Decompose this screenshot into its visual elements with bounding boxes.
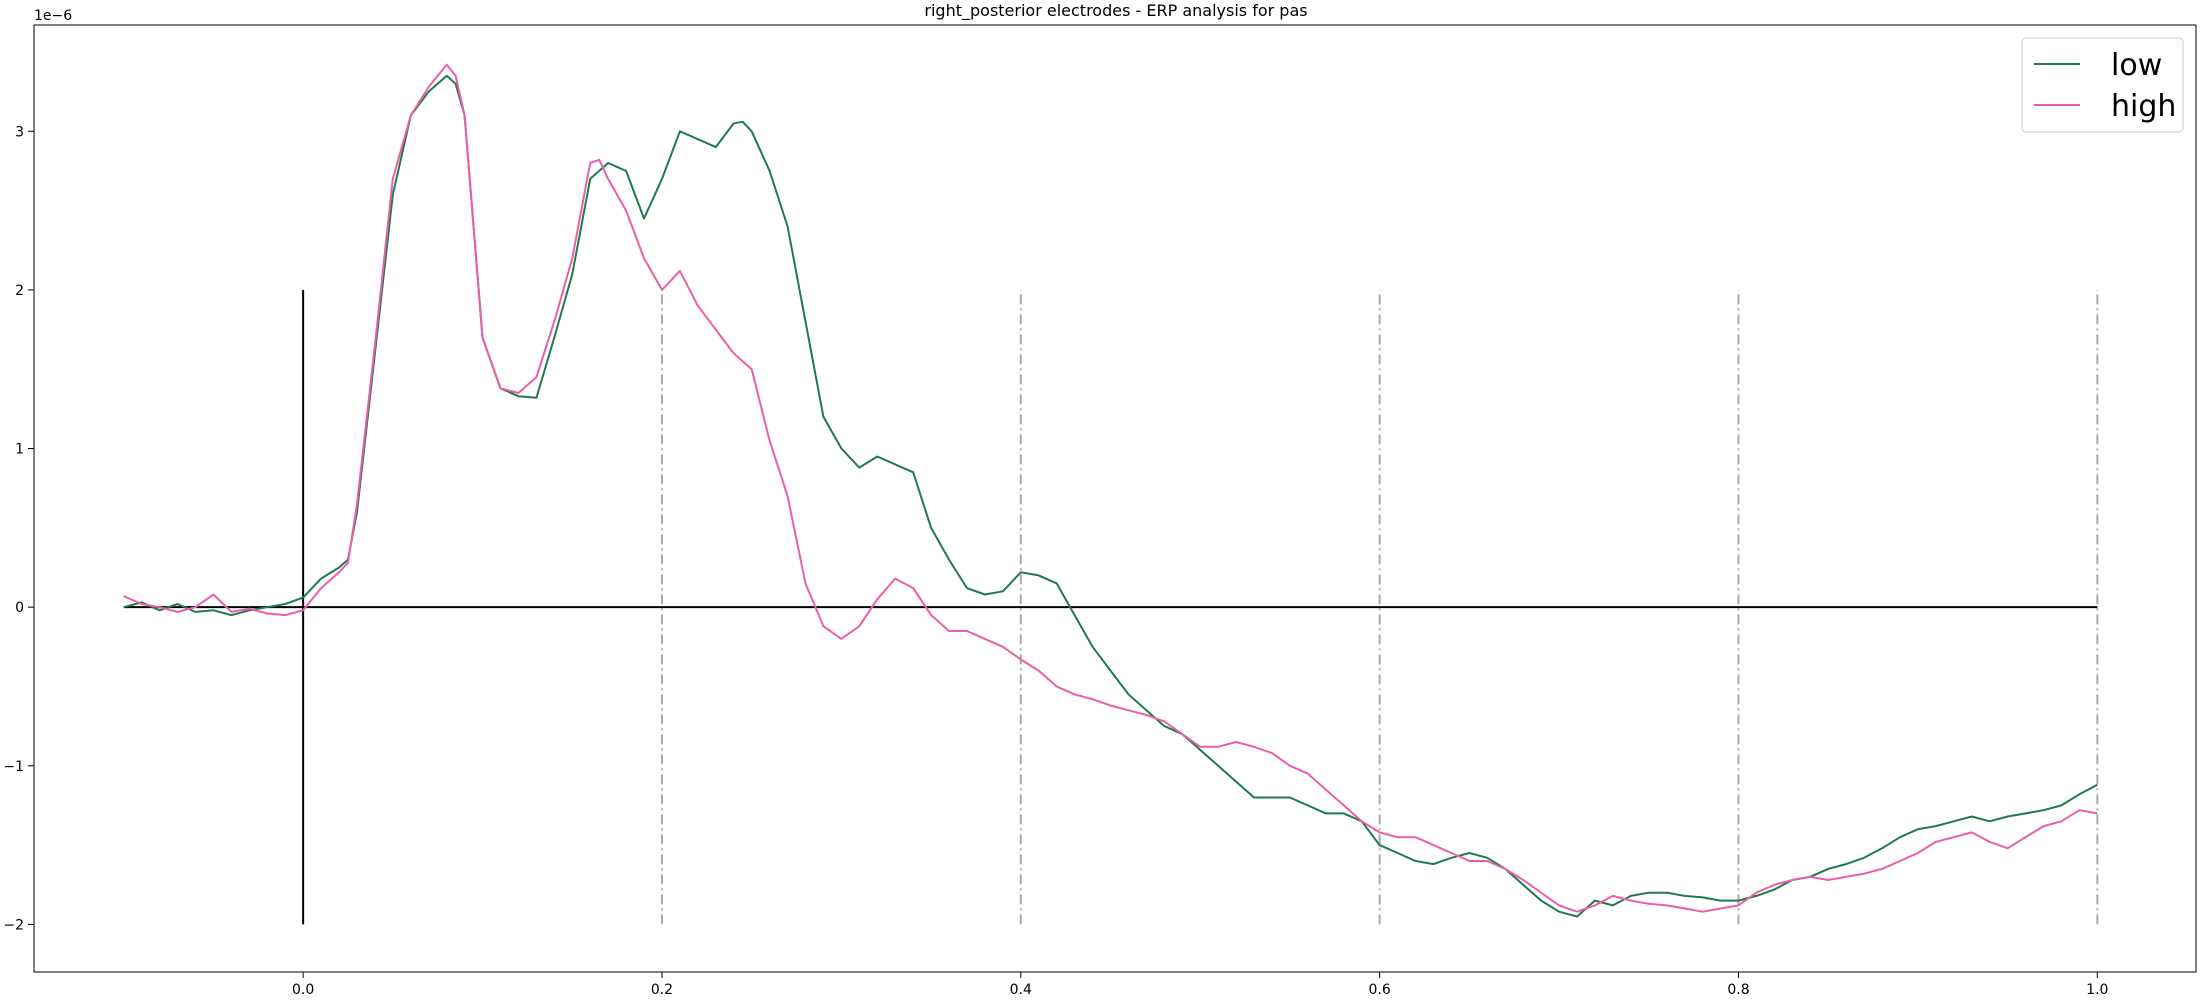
legend-label-low: low (2111, 48, 2162, 83)
chart-title: right_posterior electrodes - ERP analysi… (924, 1, 1307, 21)
x-tick-label: 1.0 (2086, 982, 2108, 998)
y-tick-label: −2 (3, 917, 24, 933)
y-tick-label: 0 (15, 600, 24, 616)
x-axis: 0.0 0.2 0.4 0.6 0.8 1.0 (292, 972, 2108, 998)
legend: low high (2021, 37, 2184, 133)
x-tick-label: 0.2 (651, 982, 673, 998)
plot-frame (33, 24, 2197, 973)
x-tick-label: 0.4 (1010, 982, 1032, 998)
y-tick-label: 3 (15, 124, 24, 140)
y-tick-label: 1 (15, 442, 24, 458)
legend-box (2021, 37, 2184, 133)
series-line-high (123, 63, 2098, 913)
y-axis: −2 −1 0 1 2 3 (3, 124, 34, 933)
legend-label-high: high (2111, 89, 2176, 124)
series-layer (123, 63, 2098, 918)
x-tick-label: 0.6 (1369, 982, 1391, 998)
y-tick-label: 2 (15, 283, 24, 299)
y-tick-label: −1 (3, 759, 24, 775)
x-tick-label: 0.8 (1727, 982, 1749, 998)
y-offset-label: 1e−6 (34, 8, 72, 24)
x-tick-label: 0.0 (292, 982, 314, 998)
reference-lines (123, 289, 2099, 925)
series-line-low (123, 74, 2098, 918)
